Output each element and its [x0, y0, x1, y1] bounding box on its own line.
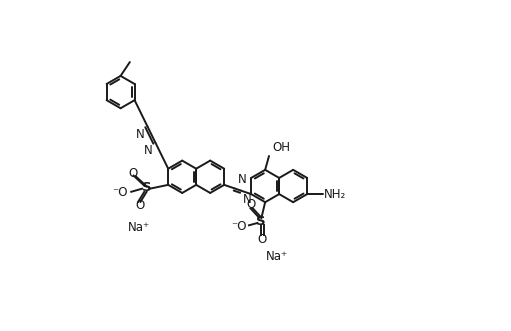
Text: N: N: [135, 128, 144, 141]
Text: NH₂: NH₂: [324, 188, 346, 201]
Text: O: O: [258, 233, 267, 246]
Text: S: S: [142, 181, 151, 194]
Text: O: O: [128, 167, 137, 180]
Text: S: S: [257, 215, 266, 228]
Text: O: O: [246, 198, 255, 211]
Text: N: N: [145, 144, 153, 157]
Text: OH: OH: [272, 141, 290, 154]
Text: ⁻O: ⁻O: [231, 219, 247, 233]
Text: ⁻O: ⁻O: [112, 186, 127, 199]
Text: N: N: [238, 173, 246, 186]
Text: O: O: [135, 199, 144, 212]
Text: N: N: [243, 193, 252, 206]
Text: Na⁺: Na⁺: [266, 250, 288, 262]
Text: Na⁺: Na⁺: [128, 221, 150, 234]
